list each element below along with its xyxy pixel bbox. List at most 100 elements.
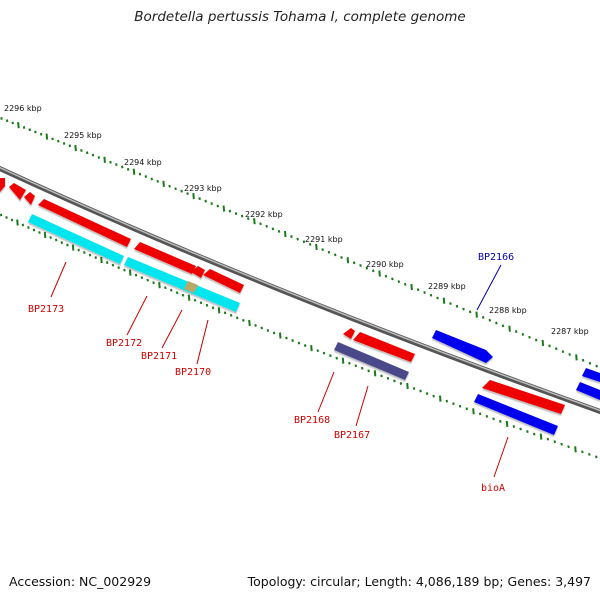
ruler-minor-tick (97, 156, 101, 159)
gene-arrow[interactable] (24, 192, 35, 205)
label-leader-line (161, 309, 183, 349)
ruler-minor-tick (211, 306, 215, 310)
ruler-minor-tick (419, 389, 422, 393)
ruler-minor-tick (134, 273, 138, 277)
ruler-minor-tick (204, 199, 207, 203)
gene-arrow[interactable] (191, 266, 205, 278)
ruler-minor-tick (352, 261, 356, 265)
gene-label[interactable]: BP2173 (28, 304, 64, 315)
ruler-major-tick (284, 230, 287, 238)
cds-block[interactable] (474, 394, 558, 435)
ruler-minor-tick (88, 253, 92, 257)
ruler-major-tick (74, 145, 77, 152)
ruler-minor-tick (109, 160, 112, 164)
gene-label[interactable]: BP2170 (175, 367, 211, 378)
gene-arrow[interactable] (432, 330, 493, 363)
cds-block[interactable] (124, 257, 240, 312)
gene-label[interactable]: BP2172 (106, 338, 142, 349)
gene-arrow[interactable] (582, 368, 600, 382)
ruler-minor-tick (391, 277, 394, 281)
gene-labels: BP2173 BP2172 BP2171 BP2170 BP2168 BP2167 BP21… (28, 252, 514, 494)
ruler-minor-tick (478, 412, 482, 416)
cds-block[interactable] (334, 342, 409, 380)
gene-label[interactable]: bioA (481, 483, 505, 494)
ruler-minor-tick (316, 349, 319, 353)
genome-backbone (0, 165, 600, 415)
ruler-minor-tick (521, 332, 525, 336)
ruler-major-tick (187, 294, 191, 301)
ruler-major-tick (17, 122, 20, 129)
gene-arrow[interactable] (134, 242, 196, 274)
ruler-minor-tick (481, 316, 485, 319)
ruler-minor-tick (416, 288, 420, 292)
ruler-minor-tick (85, 151, 89, 155)
ruler-minor-tick (285, 336, 288, 340)
ruler-minor-tick (111, 263, 115, 267)
gene-arrow[interactable] (9, 183, 26, 200)
gene-label[interactable]: BP2166 (478, 252, 514, 263)
ruler-minor-tick (412, 387, 416, 390)
ruler-minor-tick (51, 137, 54, 141)
cds-block[interactable] (184, 281, 198, 293)
ruler-minor-tick (181, 293, 185, 297)
ruler-minor-tick (10, 218, 14, 222)
gene-label[interactable]: BP2171 (141, 351, 177, 362)
gene-arrow[interactable] (482, 380, 565, 414)
ruler-minor-tick (290, 235, 293, 238)
ruler-minor-tick (532, 432, 536, 436)
gene-arrow[interactable] (0, 178, 5, 192)
ruler-minor-tick (462, 307, 465, 311)
ruler-major-tick (341, 357, 345, 364)
ruler-minor-tick (228, 209, 232, 213)
ruler-major-tick (575, 354, 578, 361)
ruler-minor-tick (0, 117, 3, 120)
gene-label[interactable]: BP2168 (294, 415, 330, 426)
ruler-minor-tick (150, 177, 153, 181)
ruler-label: 2288 kbp (489, 306, 527, 315)
gene-arrow[interactable] (38, 199, 131, 247)
ruler-minor-tick (38, 231, 41, 234)
gene-arrow[interactable] (353, 332, 415, 362)
gene-label[interactable]: BP2167 (334, 430, 370, 441)
forward-strand-genes-top (432, 330, 600, 382)
ruler-minor-tick (105, 261, 109, 264)
ruler-minor-tick (514, 330, 518, 333)
gene-arrow[interactable] (203, 269, 244, 293)
ruler-major-tick (574, 446, 577, 453)
ruler-major-tick (253, 218, 256, 225)
ruler-minor-tick (91, 153, 95, 157)
ruler-minor-tick (327, 250, 331, 254)
ruler-major-tick (248, 319, 251, 326)
ruler-minor-tick (546, 437, 550, 441)
ruler-major-tick (378, 270, 381, 277)
ruler-minor-tick (567, 445, 570, 449)
cds-block[interactable] (28, 214, 124, 264)
ruler-minor-tick (296, 237, 299, 241)
reverse-strand-genes (0, 178, 565, 414)
ruler-minor-tick (254, 324, 257, 327)
ruler-major-tick (158, 282, 161, 289)
cds-block[interactable] (576, 382, 600, 400)
ruler-minor-tick (146, 278, 149, 282)
ruler-minor-tick (265, 224, 268, 228)
ruler-minor-tick (0, 213, 3, 217)
ruler-minor-tick (168, 184, 171, 188)
ruler-minor-tick (334, 253, 337, 257)
ruler-minor-tick (66, 243, 69, 247)
ruler-minor-tick (54, 238, 58, 242)
ruler-major-tick (439, 395, 442, 402)
ruler-minor-tick (271, 227, 275, 231)
ruler-major-tick (541, 339, 545, 347)
ruler-outer (0, 117, 598, 368)
ruler-major-tick (406, 382, 409, 390)
ruler-label: 2289 kbp (428, 282, 466, 291)
ruler-major-tick (279, 332, 282, 339)
ruler-minor-tick (595, 455, 598, 459)
gene-arrow[interactable] (343, 328, 355, 339)
ruler-minor-tick (272, 331, 276, 335)
ruler-minor-tick (548, 344, 551, 348)
ruler-minor-tick (588, 361, 592, 365)
ruler-major-tick (472, 408, 475, 415)
ruler-minor-tick (126, 167, 130, 171)
ruler-major-tick (505, 420, 509, 428)
